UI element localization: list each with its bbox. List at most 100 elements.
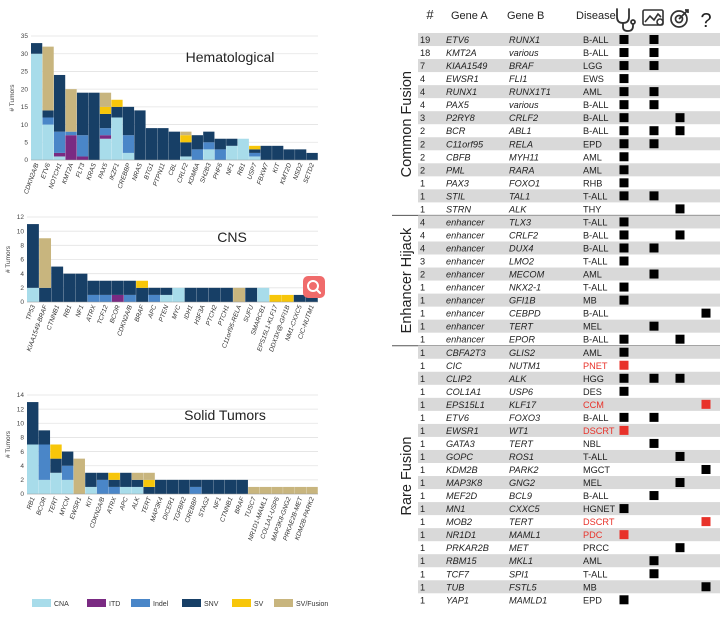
table-row[interactable]: 2 CBFB MYH11 AML — [420, 152, 629, 162]
cell-count: 1 — [420, 374, 425, 384]
zoom-button[interactable] — [303, 276, 325, 298]
y-tick-label: 2 — [20, 285, 24, 292]
table-row[interactable]: 1 enhancer GFI1B MB — [418, 293, 720, 307]
cell-gene-b: USP6 — [509, 387, 534, 397]
table-row[interactable]: 3 P2RY8 CRLF2 B-ALL — [418, 111, 720, 125]
y-axis-label: # Tumors — [5, 430, 12, 458]
y-tick-label: 30 — [21, 51, 29, 58]
table-row[interactable]: 19 ETV6 RUNX1 B-ALL — [418, 33, 720, 47]
table-row[interactable]: 1 CLIP2 ALK HGG — [418, 371, 720, 385]
table-row[interactable]: 1 GATA3 TERT NBL — [420, 438, 659, 449]
bar-segment-itd — [111, 294, 124, 302]
y-tick-label: 4 — [20, 271, 24, 278]
table-row[interactable]: 1 NR1D1 MAML1 PDC — [418, 528, 720, 542]
marker — [701, 517, 711, 527]
cell-disease: DSCRT — [583, 426, 615, 436]
cell-disease: T-ALL — [583, 569, 608, 579]
target-icon — [670, 9, 689, 28]
marker — [619, 504, 629, 514]
cell-gene-a: ETV6 — [446, 413, 470, 423]
table-row[interactable]: 1 EWSR1 WT1 DSCRT — [418, 423, 720, 437]
bar-segment-snv — [99, 280, 112, 295]
cell-gene-b: MET — [509, 543, 530, 553]
cell-gene-b: CRLF2 — [509, 113, 538, 123]
cell-gene-b: ABL1 — [508, 126, 531, 136]
table-row[interactable]: 4 enhancer DUX4 B-ALL — [418, 241, 720, 255]
cell-disease: DES — [583, 387, 602, 397]
table-row[interactable]: 4 enhancer CRLF2 B-ALL — [420, 230, 685, 240]
cell-gene-b: MECOM — [509, 270, 545, 280]
table-row[interactable]: 1 EPS15L1 KLF17 CCM — [418, 397, 720, 411]
cell-gene-b: FSTL5 — [509, 582, 537, 592]
table-row[interactable]: 4 RUNX1 RUNX1T1 AML — [418, 85, 720, 99]
table-row[interactable]: 1 MAP3K8 GNG2 MEL — [418, 476, 720, 490]
table-row[interactable]: 7 KIAA1549 BRAF LGG — [418, 59, 720, 73]
table-row[interactable]: 4 enhancer TLX3 T-ALL — [418, 215, 720, 229]
bar-segment-itd — [76, 156, 89, 160]
cell-count: 1 — [420, 400, 425, 410]
table-row[interactable]: 1 YAP1 MAMLD1 EPD — [420, 595, 629, 605]
table-row[interactable]: 1 GOPC ROS1 T-ALL — [418, 449, 720, 463]
table-row[interactable]: 1 TCF7 SPI1 T-ALL — [420, 569, 659, 579]
table-row[interactable]: 1 ETV6 FOXO3 B-ALL — [420, 412, 659, 423]
cell-count: 1 — [420, 452, 425, 462]
marker — [619, 347, 629, 357]
table-row[interactable]: 1 CBFA2T3 GLIS2 AML — [418, 345, 720, 359]
cell-gene-b: FOXO1 — [509, 178, 540, 188]
table-row[interactable]: 1 TUB FSTL5 MB — [418, 580, 720, 594]
table-row[interactable]: 1 STRN ALK THY — [420, 204, 685, 214]
table-row[interactable]: 1 PRKAR2B MET PRCC — [420, 543, 685, 553]
table-row[interactable]: 1 MN1 CXXC5 HGNET — [418, 502, 720, 516]
table-row[interactable]: 4 EWSR1 FLI1 EWS — [420, 74, 629, 84]
x-tick-label: KIT — [272, 161, 282, 174]
cell-gene-a: STIL — [446, 191, 465, 201]
y-axis-label: # Tumors — [5, 245, 12, 273]
marker — [619, 595, 629, 605]
marker — [619, 74, 629, 84]
marker — [649, 126, 659, 136]
cell-count: 1 — [420, 439, 425, 449]
bar-segment-snv — [160, 287, 173, 295]
x-tick-label: RB1 — [26, 496, 37, 511]
table-row[interactable]: 1 COL1A1 USP6 DES — [420, 386, 629, 397]
table-row[interactable]: 1 PAX3 FOXO1 RHB — [420, 178, 629, 188]
table-row[interactable]: 1 RBM15 MKL1 AML — [418, 554, 720, 568]
table-row[interactable]: 18 KMT2A various B-ALL — [420, 48, 659, 58]
legend-label: SV/Fusion — [296, 601, 328, 608]
marker — [619, 373, 629, 383]
table-row[interactable]: 1 MEF2D BCL9 B-ALL — [420, 491, 659, 501]
marker — [619, 152, 629, 162]
row-stripe — [418, 397, 720, 411]
table-row[interactable]: 1 enhancer NKX2-1 T-ALL — [420, 282, 629, 293]
bar-segment-cna — [27, 287, 39, 302]
table-row[interactable]: 3 enhancer LMO2 T-ALL — [420, 256, 629, 267]
table-row[interactable]: 1 MOB2 TERT DSCRT — [420, 517, 711, 527]
y-tick-label: 10 — [21, 122, 29, 129]
cell-count: 1 — [420, 569, 425, 579]
table-row[interactable]: 1 enhancer TERT MEL — [418, 319, 720, 333]
y-tick-label: 10 — [17, 420, 25, 427]
bar-segment-snv — [184, 287, 197, 302]
table-row[interactable]: 2 PML RARA AML — [418, 163, 720, 177]
table-row[interactable]: 1 KDM2B PARK2 MGCT — [420, 464, 711, 475]
table-row[interactable]: 2 enhancer MECOM AML — [418, 267, 720, 281]
bar-segment-cna — [85, 486, 97, 494]
table-row[interactable]: 1 STIL TAL1 T-ALL — [418, 189, 720, 203]
bar-segment-sv-fusion — [283, 486, 295, 494]
table-row[interactable]: 1 enhancer EPOR B-ALL — [420, 334, 685, 345]
table-row[interactable]: 2 C11orf95 RELA EPD — [418, 137, 720, 151]
table-row[interactable]: 1 CIC NUTM1 PNET — [420, 360, 629, 371]
table-row[interactable]: 4 PAX5 various B-ALL — [420, 100, 659, 110]
bar-segment-cna — [172, 287, 185, 302]
cell-count: 1 — [420, 543, 425, 553]
image-chart-icon — [642, 9, 664, 26]
marker — [619, 48, 629, 58]
cell-gene-b: RELA — [509, 139, 533, 149]
table-row[interactable]: 2 BCR ABL1 B-ALL — [420, 126, 685, 136]
table-row[interactable]: 1 enhancer CEBPD B-ALL — [420, 308, 711, 319]
cell-count: 1 — [420, 178, 425, 188]
bar-segment-sv — [99, 106, 112, 114]
cell-gene-b: ALK — [508, 374, 527, 384]
bar-segment-snv — [75, 273, 88, 302]
row-stripe — [418, 319, 720, 333]
